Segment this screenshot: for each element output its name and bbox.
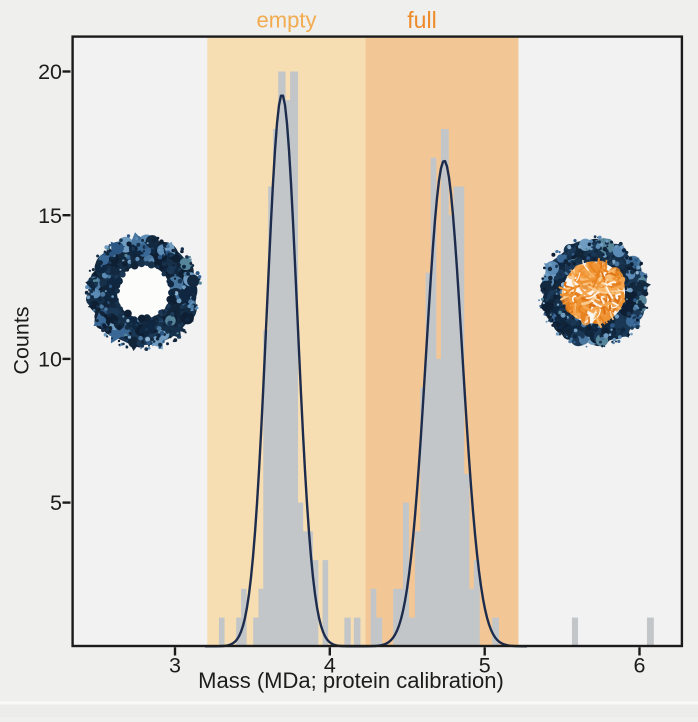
svg-text:4: 4: [324, 654, 336, 678]
svg-text:3: 3: [169, 654, 181, 678]
svg-text:5: 5: [479, 654, 491, 678]
svg-text:5: 5: [50, 491, 62, 515]
svg-text:6: 6: [634, 654, 646, 678]
svg-text:15: 15: [38, 204, 62, 228]
svg-text:full: full: [407, 7, 436, 33]
svg-text:Mass (MDa; protein calibration: Mass (MDa; protein calibration): [198, 668, 504, 693]
svg-text:empty: empty: [257, 8, 317, 33]
svg-text:10: 10: [38, 348, 62, 372]
svg-text:Counts: Counts: [10, 306, 34, 374]
svg-text:20: 20: [38, 60, 62, 84]
